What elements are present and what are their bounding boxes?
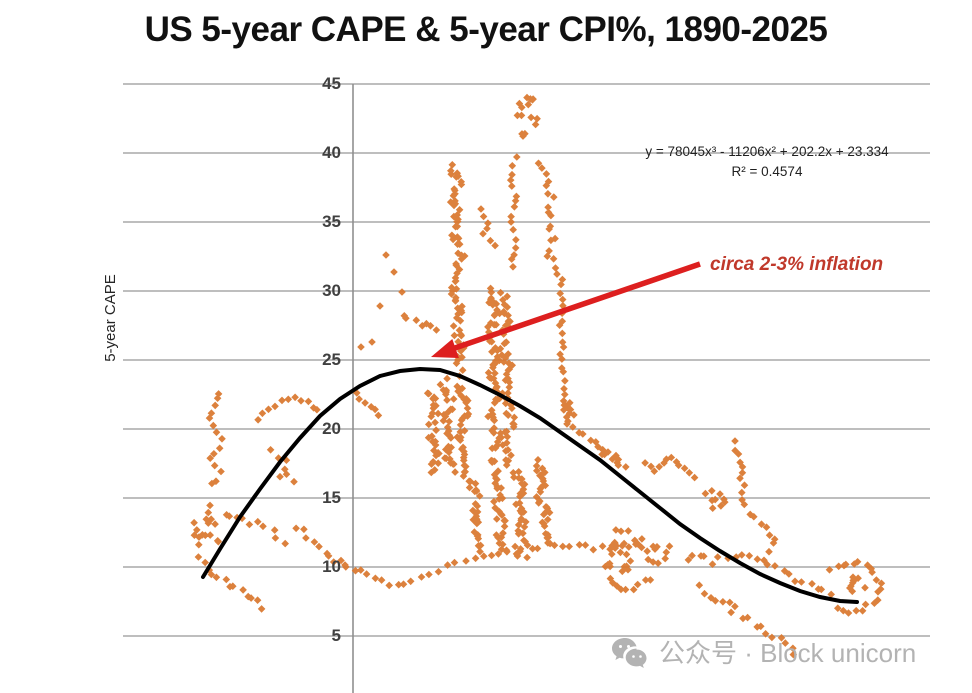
y-tick-label: 20 <box>322 419 341 438</box>
inflation-annotation-label: circa 2-3% inflation <box>710 254 884 275</box>
y-axis-title: 5-year CAPE <box>102 274 119 362</box>
equation-line: y = 78045x³ - 11206x² + 202.2x + 23.334 <box>645 144 889 159</box>
trend-curve <box>201 366 859 604</box>
y-tick-label: 30 <box>322 281 341 300</box>
scatter-points <box>190 93 886 659</box>
wechat-icon <box>610 636 650 670</box>
y-tick-label: 40 <box>322 143 341 162</box>
y-tick-label: 45 <box>322 74 341 93</box>
watermark-text: 公众号 · Block unicorn <box>659 638 917 668</box>
y-tick-label: 35 <box>322 212 341 231</box>
y-tick-label: 25 <box>322 350 341 369</box>
annotation-arrow-line <box>454 261 701 351</box>
r-squared-value: R² = 0.4574 <box>731 164 803 179</box>
trendline-equation: y = 78045x³ - 11206x² + 202.2x + 23.334 … <box>612 142 922 182</box>
chart-title: US 5-year CAPE & 5-year CPI%, 1890-2025 <box>144 10 828 49</box>
y-tick-label: 10 <box>322 557 341 576</box>
watermark: 公众号 · Block unicorn <box>610 636 916 670</box>
y-tick-label: 5 <box>331 626 341 645</box>
annotation-arrow-head <box>431 339 459 358</box>
y-tick-label: 15 <box>322 488 341 507</box>
